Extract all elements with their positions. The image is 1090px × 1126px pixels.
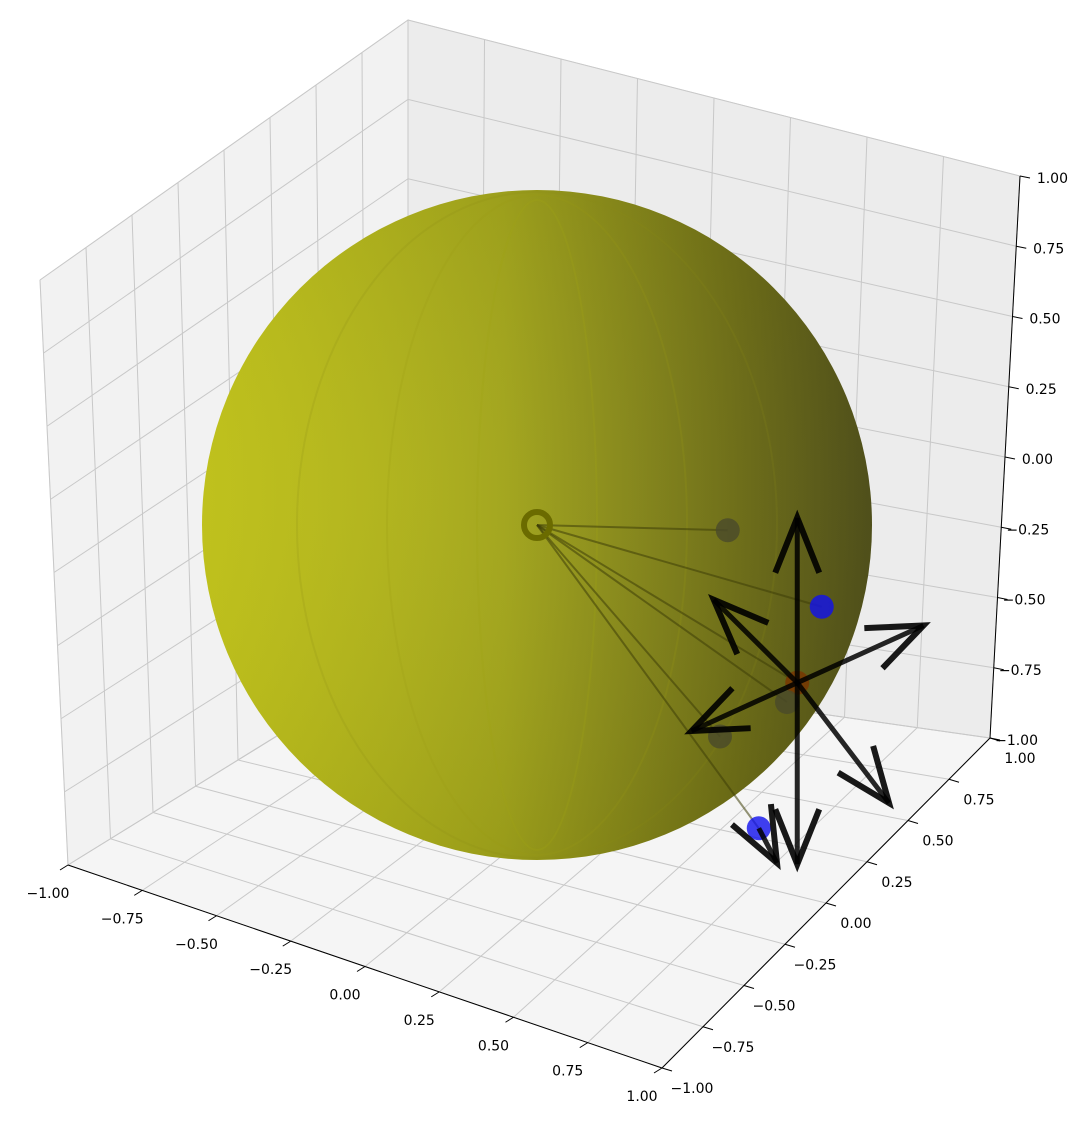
vector-arrow (708, 594, 800, 685)
vector-arrow (730, 803, 781, 871)
y-tick-mark (784, 943, 796, 948)
x-tick-mark (653, 1067, 663, 1074)
vector-arrows (684, 509, 931, 873)
guide-line (536, 524, 721, 738)
x-tick-label: 1.00 (626, 1089, 657, 1105)
y-tick-label: −0.50 (753, 999, 796, 1015)
vector-arrow (796, 622, 931, 686)
y-tick-mark (743, 985, 755, 989)
guide-line (536, 524, 760, 829)
guide-line (536, 524, 798, 684)
z-tick-label: −0.25 (1006, 522, 1049, 538)
x-tick-mark (430, 991, 440, 998)
z-tick-label: 0.25 (1026, 382, 1057, 398)
x-tick-mark (505, 1016, 514, 1023)
x-tick-label: −1.00 (27, 886, 70, 902)
x-tick-mark (282, 940, 292, 947)
z-tick-mark (1004, 456, 1016, 460)
z-tick-label: 1.00 (1037, 171, 1068, 187)
z-tick-label: −0.75 (999, 663, 1042, 679)
z-tick-label: −0.50 (1003, 593, 1046, 609)
y-tick-label: 1.00 (1004, 751, 1035, 767)
z-tick-label: 0.75 (1033, 241, 1064, 257)
vector-arrow (772, 682, 823, 873)
x-tick-label: −0.75 (101, 911, 144, 927)
z-tick-mark (1019, 175, 1031, 179)
x-tick-label: 0.25 (404, 1013, 435, 1029)
z-tick-mark (997, 597, 1008, 600)
guide-line (536, 524, 728, 532)
x-tick-mark (59, 864, 69, 871)
x-tick-mark (208, 915, 217, 922)
y-tick-mark (661, 1067, 673, 1072)
z-tick-mark (1016, 245, 1027, 249)
data-point (715, 518, 740, 543)
y-tick-label: −1.00 (671, 1081, 714, 1097)
y-tick-label: 0.50 (922, 834, 953, 850)
x-tick-label: 0.50 (478, 1038, 509, 1054)
z-tick-mark (1008, 386, 1019, 390)
z-tick-label: −1.00 (995, 733, 1038, 749)
y-tick-mark (825, 902, 837, 907)
data-point (775, 690, 799, 715)
y-tick-mark (866, 861, 878, 866)
x-tick-label: 0.00 (329, 988, 360, 1004)
y-tick-label: 0.25 (881, 875, 912, 891)
z-tick-mark (1001, 526, 1012, 530)
origin-marker (521, 509, 553, 541)
z-tick-mark (993, 667, 1004, 671)
x-tick-label: −0.50 (175, 937, 218, 953)
z-tick-label: 0.50 (1029, 312, 1060, 328)
vector-arrow (772, 509, 823, 683)
x-tick-mark (356, 966, 366, 972)
vector-arrow (795, 681, 894, 810)
tick-labels: −1.00 −1.00 −1.00 −0.75 −0.75 −0.75 −0.50 −0.50… (27, 171, 1068, 1105)
y-tick-label: 0.00 (840, 916, 871, 932)
y-tick-label: −0.25 (794, 957, 837, 973)
guide-lines (536, 524, 823, 829)
y-tick-mark (989, 737, 1001, 742)
guide-line (536, 524, 823, 608)
axis-lines (59, 175, 1031, 1074)
data-point (809, 594, 834, 619)
x-tick-label: 0.75 (552, 1064, 583, 1080)
y-tick-mark (907, 820, 919, 824)
z-tick-label: 0.00 (1022, 452, 1053, 468)
x-tick-label: −0.25 (249, 962, 292, 978)
y-tick-mark (948, 778, 960, 783)
y-tick-mark (702, 1026, 714, 1031)
z-tick-mark (1012, 316, 1023, 319)
y-tick-label: −0.75 (712, 1040, 755, 1056)
y-tick-label: 0.75 (963, 792, 994, 808)
vector-arrow (684, 680, 799, 735)
guide-line (536, 524, 788, 703)
x-tick-mark (579, 1042, 589, 1049)
x-tick-mark (133, 889, 143, 896)
